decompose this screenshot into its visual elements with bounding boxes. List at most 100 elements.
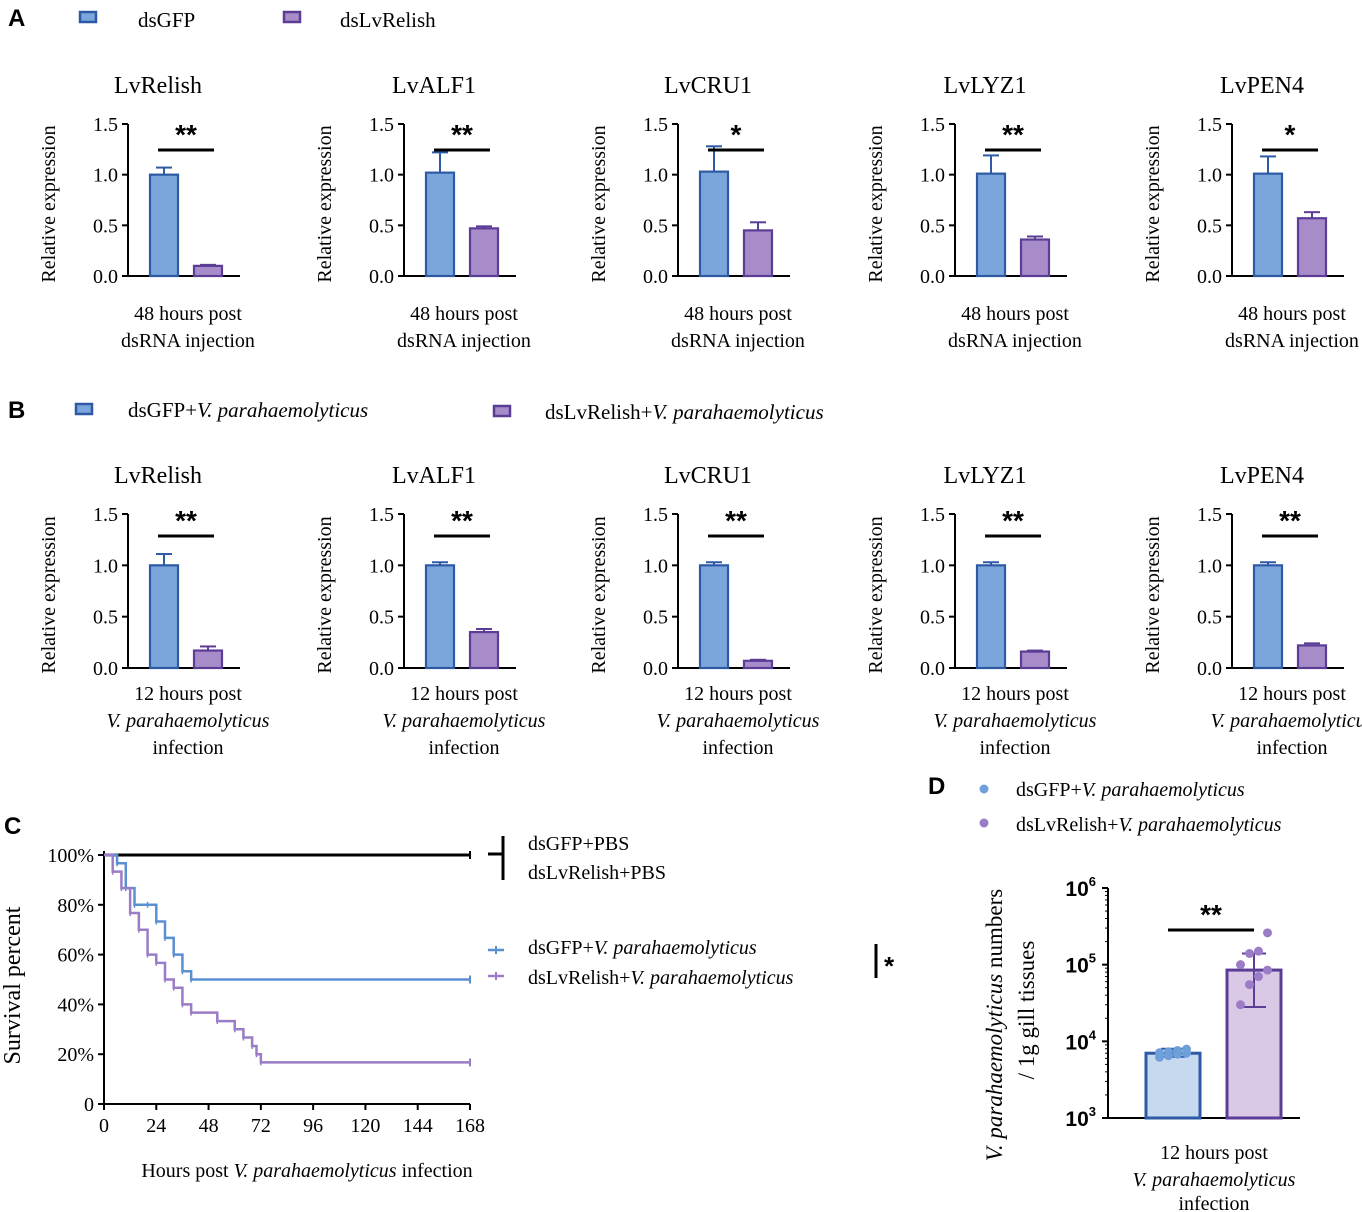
panel-title: LvCRU1 bbox=[664, 73, 752, 99]
y-axis-label: Relative expression bbox=[314, 125, 336, 282]
y-axis-label: Relative expression bbox=[38, 516, 60, 673]
survival-significance-marker: * bbox=[884, 951, 895, 981]
y-axis-label: Relative expression bbox=[865, 125, 887, 282]
bar-blue bbox=[1252, 172, 1284, 278]
y-tick-label: 0.5 bbox=[643, 607, 668, 629]
y-tick-label: 0.5 bbox=[1197, 215, 1222, 237]
gill-y-tick-label: 103 bbox=[1065, 1104, 1096, 1131]
x-label-line1: 48 hours post bbox=[134, 303, 242, 325]
legend-a-label-2: dsLvRelish bbox=[340, 8, 436, 32]
bar-purple bbox=[468, 227, 500, 278]
bar-purple bbox=[1019, 650, 1051, 670]
gill-y-tick-label: 104 bbox=[1065, 1027, 1096, 1054]
gill-point-1 bbox=[1245, 980, 1254, 990]
survival-x-tick-label: 120 bbox=[350, 1115, 380, 1137]
survival-x-tick-label: 0 bbox=[99, 1115, 109, 1137]
significance-marker: ** bbox=[1002, 119, 1024, 150]
gill-y-label-italic: V. parahaemolyticus bbox=[982, 974, 1007, 1161]
gill-point-0 bbox=[1182, 1044, 1191, 1054]
gill-y-tick-label: 105 bbox=[1065, 951, 1096, 978]
significance-marker: * bbox=[1285, 119, 1296, 150]
y-tick-label: 1.0 bbox=[369, 555, 394, 577]
bar-purple bbox=[192, 649, 224, 670]
survival-legend-label-1: dsGFP+PBS bbox=[528, 833, 629, 855]
gill-significance-marker: ** bbox=[1200, 899, 1222, 930]
bar-panel-b-lvlyz1: LvLYZ1 Relative expression 0.0 0.5 1.0 1.5 ** 1… bbox=[865, 463, 1097, 759]
x-label-line1: 48 hours post bbox=[1238, 303, 1346, 325]
y-tick-label: 1.0 bbox=[643, 165, 668, 187]
bar-blue bbox=[975, 172, 1007, 278]
bar-blue bbox=[698, 564, 730, 670]
gill-y-tick-label: 106 bbox=[1065, 874, 1096, 901]
y-axis-label: Relative expression bbox=[588, 125, 610, 282]
gill-y-tick-base: 10 bbox=[1065, 1108, 1088, 1131]
y-tick-label: 1.5 bbox=[1197, 504, 1222, 526]
gill-bar-0 bbox=[1144, 1051, 1202, 1120]
survival-legend-label-3-prefix: dsGFP+ bbox=[528, 937, 594, 959]
y-tick-label: 1.5 bbox=[920, 504, 945, 526]
gill-y-tick-base: 10 bbox=[1065, 878, 1088, 901]
gill-x-label-line1: 12 hours post bbox=[1160, 1142, 1268, 1164]
y-tick-label: 0.0 bbox=[643, 266, 668, 288]
x-label-line2: dsRNA injection bbox=[1225, 330, 1359, 352]
y-axis-label: Relative expression bbox=[1142, 125, 1164, 282]
legend-a-label-1: dsGFP bbox=[138, 8, 195, 32]
survival-line-2 bbox=[104, 853, 470, 981]
gill-point-0 bbox=[1173, 1045, 1182, 1055]
gill-x-label-line3: infection bbox=[1178, 1193, 1249, 1212]
y-tick-label: 0.0 bbox=[920, 266, 945, 288]
panel-title: LvRelish bbox=[114, 73, 202, 99]
bar-panel-b-lvalf1: LvALF1 Relative expression 0.0 0.5 1.0 1.5 ** 1… bbox=[314, 463, 546, 759]
gill-point-0 bbox=[1155, 1048, 1164, 1058]
y-tick-label: 0.0 bbox=[93, 266, 118, 288]
y-tick-label: 0.5 bbox=[369, 215, 394, 237]
y-axis-label: Relative expression bbox=[314, 516, 336, 673]
bar-panel-b-lvpen4: LvPEN4 Relative expression 0.0 0.5 1.0 1.5 ** 1… bbox=[1142, 463, 1362, 759]
panel-title: LvRelish bbox=[114, 463, 202, 489]
y-axis-label: Relative expression bbox=[38, 125, 60, 282]
y-tick-label: 1.5 bbox=[1197, 114, 1222, 136]
gill-legend-label-2-italic: V. parahaemolyticus bbox=[1118, 814, 1281, 836]
x-label-line1: 12 hours post bbox=[1238, 683, 1346, 705]
panel-label-a: A bbox=[8, 5, 25, 32]
legend-b-label-1-prefix: dsGFP+ bbox=[128, 398, 197, 422]
legend-a-swatch-1 bbox=[78, 10, 98, 24]
significance-marker: ** bbox=[175, 505, 197, 536]
survival-x-tick-label: 24 bbox=[146, 1115, 166, 1137]
survival-y-tick-label: 100% bbox=[47, 845, 94, 867]
gill-y-tick-base: 10 bbox=[1065, 955, 1088, 978]
significance-marker: ** bbox=[725, 505, 747, 536]
y-tick-label: 0.0 bbox=[1197, 658, 1222, 680]
bar-purple bbox=[1019, 238, 1051, 278]
bar-panel-a-lvalf1: LvALF1 Relative expression 0.0 0.5 1.0 1.5 ** 4… bbox=[314, 73, 531, 352]
survival-x-tick-label: 168 bbox=[455, 1115, 485, 1137]
gill-y-tick-base: 10 bbox=[1065, 1031, 1088, 1054]
x-label-line2: V. parahaemolyticus bbox=[657, 710, 820, 732]
gill-y-tick-exp: 6 bbox=[1089, 874, 1096, 889]
y-tick-label: 0.5 bbox=[643, 215, 668, 237]
survival-legend-label-3: dsGFP+V. parahaemolyticus bbox=[528, 937, 757, 959]
legend-b-label-2-italic: V. parahaemolyticus bbox=[653, 400, 824, 424]
bar-purple bbox=[742, 229, 774, 278]
y-axis-label: Relative expression bbox=[865, 516, 887, 673]
y-tick-label: 0.5 bbox=[1197, 607, 1222, 629]
survival-chart: 0 20% 40% 60% 80% 100% 0 24 48 72 96 120 144 168 Survi… bbox=[0, 833, 895, 1182]
x-label-line1: 48 hours post bbox=[410, 303, 518, 325]
bar-blue bbox=[424, 564, 456, 670]
bar-blue bbox=[975, 564, 1007, 670]
gill-y-label-line1: V. parahaemolyticus numbers bbox=[982, 889, 1007, 1161]
survival-x-tick-label: 72 bbox=[251, 1115, 271, 1137]
significance-marker: ** bbox=[175, 119, 197, 150]
y-tick-label: 1.0 bbox=[920, 165, 945, 187]
y-axis-label: Relative expression bbox=[588, 516, 610, 673]
gill-legend-label-1-prefix: dsGFP+ bbox=[1016, 779, 1082, 801]
significance-marker: ** bbox=[1279, 505, 1301, 536]
panel-title: LvLYZ1 bbox=[944, 73, 1027, 99]
bar-blue bbox=[148, 564, 180, 670]
x-label-line1: 12 hours post bbox=[410, 683, 518, 705]
bar-panel-b-lvrelish: LvRelish Relative expression 0.0 0.5 1.0 1.5 *… bbox=[38, 463, 270, 759]
gill-point-0 bbox=[1164, 1047, 1173, 1057]
y-tick-label: 1.5 bbox=[93, 504, 118, 526]
x-label-line1: 12 hours post bbox=[961, 683, 1069, 705]
y-tick-label: 1.0 bbox=[93, 165, 118, 187]
